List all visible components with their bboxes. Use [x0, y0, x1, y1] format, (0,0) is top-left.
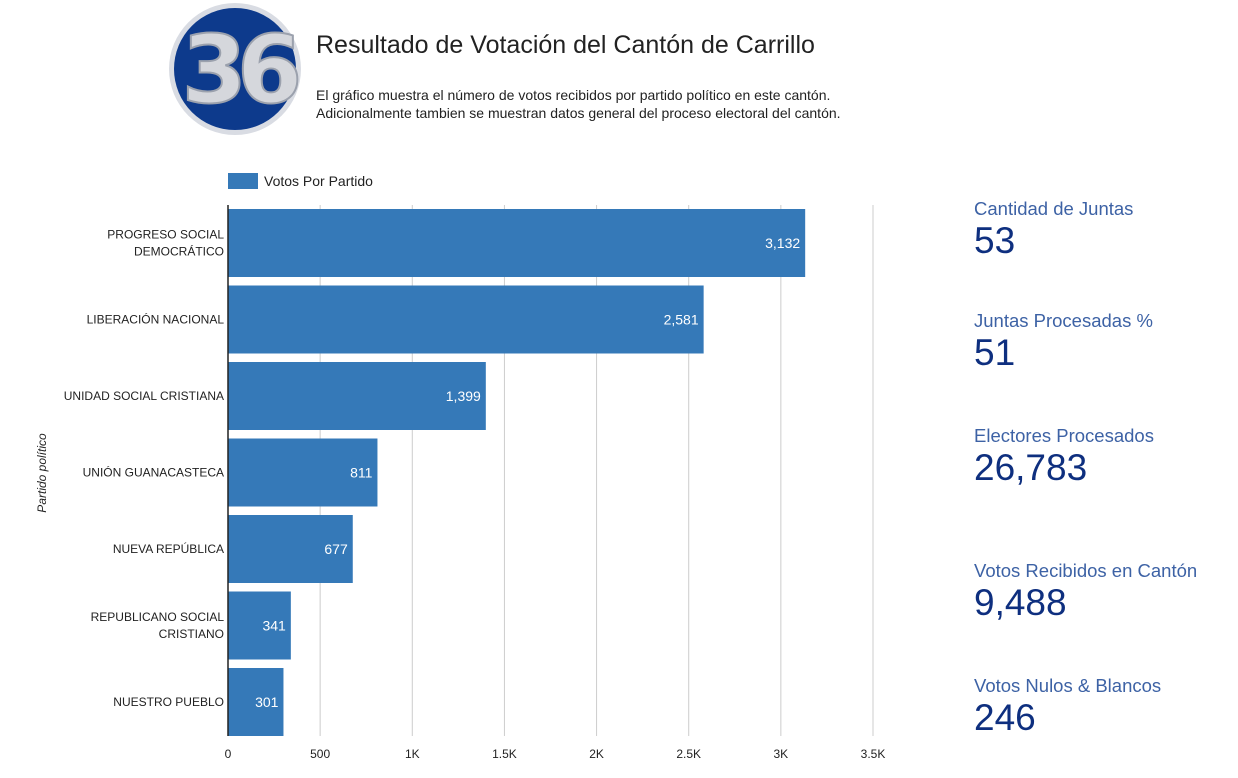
data-label: 341: [262, 618, 286, 634]
x-tick-label: 3K: [774, 747, 789, 761]
category-label: UNIÓN GUANACASTECA: [83, 465, 224, 480]
bar: [228, 668, 284, 736]
description-line-2: Adicionalmente tambien se muestran datos…: [316, 105, 841, 121]
legend-swatch: [228, 173, 258, 189]
x-tick-label: 1.5K: [492, 747, 517, 761]
kpi-juntas-procesadas: Juntas Procesadas % 51: [974, 310, 1153, 374]
kpi-label: Juntas Procesadas %: [974, 310, 1153, 331]
category-label: REPUBLICANO SOCIAL: [91, 610, 225, 624]
bar: [228, 362, 486, 430]
category-label: LIBERACIÓN NACIONAL: [87, 312, 225, 327]
page-title: Resultado de Votación del Cantón de Carr…: [316, 31, 815, 59]
data-label: 811: [350, 465, 373, 481]
x-tick-label: 500: [310, 747, 330, 761]
y-axis-title: Partido político: [35, 433, 49, 513]
kpi-label: Votos Nulos & Blancos: [974, 675, 1162, 696]
kpi-label: Electores Procesados: [974, 425, 1154, 446]
category-label: NUESTRO PUEBLO: [113, 695, 224, 709]
kpi-value: 246: [974, 697, 1036, 738]
bar: [228, 438, 378, 507]
category-label: NUEVA REPÚBLICA: [113, 541, 224, 556]
bar-chart: 3,132 PROGRESO SOCIAL DEMOCRÁTICO 2,581 LIBE…: [35, 205, 886, 761]
category-label: UNIDAD SOCIAL CRISTIANA: [64, 389, 224, 403]
page-description: El gráfico muestra el número de votos re…: [316, 86, 841, 122]
kpi-votos-recibidos: Votos Recibidos en Cantón 9,488: [974, 560, 1197, 624]
kpi-value: 51: [974, 332, 1016, 373]
x-tick-label: 0: [225, 747, 232, 761]
category-label: CRISTIANO: [159, 627, 224, 641]
kpi-votos-nulos-blancos: Votos Nulos & Blancos 246: [974, 675, 1161, 739]
bar: [228, 285, 704, 354]
kpi-value: 9,488: [974, 582, 1067, 623]
data-label: 301: [255, 694, 279, 710]
x-tick-label: 3.5K: [861, 747, 886, 761]
x-tick-label: 2.5K: [676, 747, 701, 761]
legend-label: Votos Por Partido: [264, 173, 373, 189]
logo-36: 36: [169, 3, 302, 135]
bar: [228, 209, 806, 277]
kpi-label: Votos Recibidos en Cantón: [974, 560, 1198, 581]
kpi-value: 53: [974, 220, 1016, 261]
kpi-label: Cantidad de Juntas: [974, 198, 1134, 219]
logo-blue-disc: [174, 8, 296, 130]
category-label: PROGRESO SOCIAL: [107, 228, 224, 242]
bar: [228, 515, 353, 583]
bar: [228, 591, 291, 660]
kpi-electores-procesados: Electores Procesados 26,783: [974, 425, 1154, 489]
chart-legend: Votos Por Partido: [228, 173, 373, 189]
x-tick-label: 2K: [589, 747, 604, 761]
data-label: 2,581: [664, 312, 699, 328]
description-line-1: El gráfico muestra el número de votos re…: [316, 87, 831, 103]
kpi-cantidad-juntas: Cantidad de Juntas 53: [974, 198, 1133, 262]
data-label: 677: [324, 541, 348, 557]
data-label: 3,132: [765, 235, 800, 251]
kpi-value: 26,783: [974, 447, 1088, 488]
category-label: DEMOCRÁTICO: [134, 244, 224, 259]
logo-36-text: 36: [182, 16, 298, 125]
x-tick-label: 1K: [405, 747, 420, 761]
data-label: 1,399: [446, 388, 481, 404]
